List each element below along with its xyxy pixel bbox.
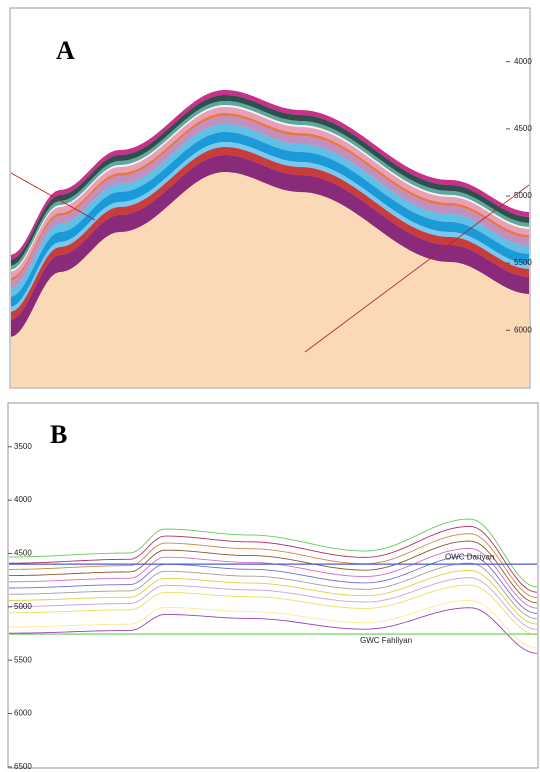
y-tick-label: 5500 [514, 258, 532, 267]
y-tick-label: 4500 [14, 549, 32, 558]
y-tick-label: 5500 [14, 655, 32, 664]
contact-label: OWC Dariyan [445, 552, 494, 561]
panel-label: B [50, 420, 67, 449]
y-tick-label: 4500 [514, 124, 532, 133]
y-tick-label: 5000 [14, 602, 32, 611]
contact-label: GWC Fahliyan [360, 636, 412, 645]
y-tick-label: 4000 [514, 57, 532, 66]
y-tick-label: 5000 [514, 191, 532, 200]
figure: A B 4000 4500 5000 5500 6000 OWC Dariyan GWC F… [0, 0, 540, 772]
y-tick-label: 4000 [14, 495, 32, 504]
y-tick-label: 3500 [14, 442, 32, 451]
y-tick-label: 6000 [514, 325, 532, 334]
y-tick-label: 6500 [14, 762, 32, 771]
y-tick-label: 6000 [14, 709, 32, 718]
panel-label: A [56, 36, 75, 65]
